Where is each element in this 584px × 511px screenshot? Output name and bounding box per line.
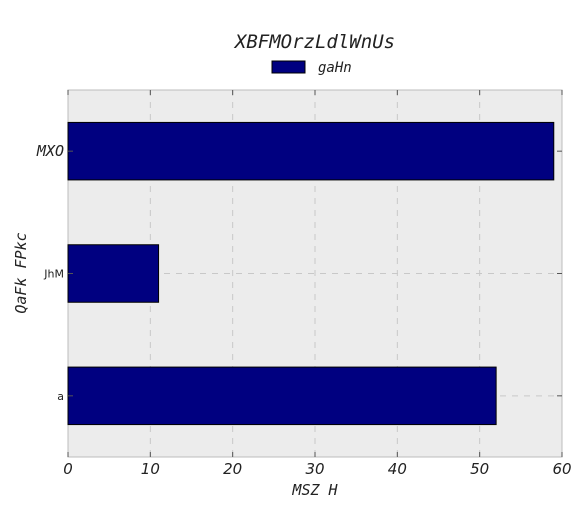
y-tick-label-2: a	[57, 390, 64, 403]
legend: gaHn	[271, 60, 352, 76]
x-tick-label-5: 50	[470, 460, 489, 478]
y-axis-label: QaFk FPkc	[12, 232, 30, 313]
x-tick-label-2: 20	[223, 460, 242, 478]
y-tick-label-1: JhM	[43, 268, 64, 281]
legend-label: gaHn	[318, 60, 352, 76]
chart-title: XBFMOrzLdlWnUs	[233, 31, 395, 53]
x-axis-label: MSZ H	[291, 481, 338, 499]
x-tick-label-3: 30	[305, 460, 324, 478]
x-tick-label-6: 60	[552, 460, 571, 478]
bar-MXO	[67, 121, 555, 181]
axis-ticks: 0 10 20 30 40 50 60 MXO JhM a	[36, 90, 572, 478]
y-tick-label-0: MXO	[36, 142, 64, 160]
bar-a	[67, 366, 497, 426]
bar-JhM	[67, 244, 160, 303]
x-tick-label-1: 10	[141, 460, 160, 478]
legend-swatch	[271, 60, 306, 74]
x-tick-label-4: 40	[388, 460, 407, 478]
x-tick-label-0: 0	[63, 460, 73, 478]
bars	[67, 121, 555, 426]
